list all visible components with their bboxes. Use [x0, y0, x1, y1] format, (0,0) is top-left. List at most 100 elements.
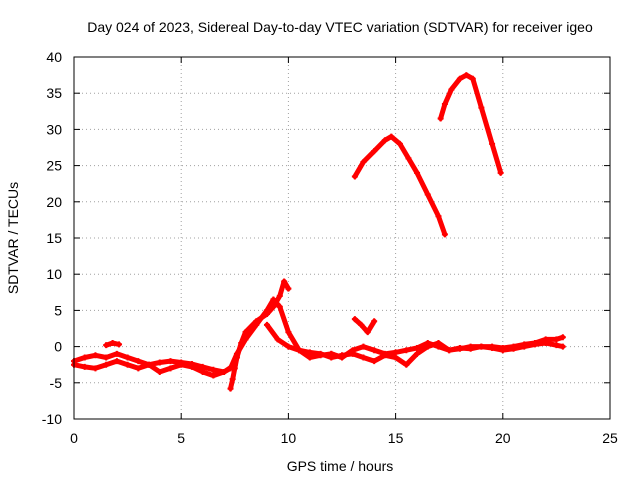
data-point — [553, 342, 560, 349]
x-tick-label: 0 — [70, 430, 78, 446]
data-point — [281, 278, 288, 285]
data-point — [339, 354, 345, 361]
y-tick-label: -5 — [50, 375, 63, 391]
series-layer — [71, 72, 566, 392]
data-point — [403, 347, 410, 354]
data-point — [317, 350, 324, 357]
data-point — [135, 365, 142, 372]
data-point — [360, 158, 367, 165]
data-point — [414, 169, 421, 176]
data-point — [124, 354, 131, 361]
data-point — [227, 385, 234, 392]
data-point — [424, 339, 431, 346]
data-point — [92, 352, 99, 359]
series-sat-f — [328, 339, 566, 361]
data-point — [270, 303, 277, 310]
data-point — [221, 368, 228, 375]
x-axis-title: GPS time / hours — [287, 458, 394, 474]
data-point — [146, 361, 153, 368]
data-point — [113, 350, 120, 357]
series-line — [71, 297, 345, 375]
data-point — [371, 148, 378, 155]
data-point — [351, 316, 358, 323]
data-point — [489, 345, 496, 352]
data-point — [463, 72, 470, 79]
data-point — [542, 339, 549, 346]
x-tick-label: 25 — [602, 430, 618, 446]
data-point — [296, 347, 303, 354]
data-point — [478, 104, 485, 111]
data-point — [231, 365, 238, 372]
data-point — [103, 361, 110, 368]
data-point — [285, 285, 292, 292]
data-point — [229, 376, 236, 383]
data-point — [156, 359, 163, 366]
data-point — [135, 358, 142, 365]
data-point — [263, 321, 270, 328]
data-point — [371, 347, 378, 354]
data-point — [392, 354, 399, 361]
data-point — [553, 336, 560, 343]
data-point — [448, 86, 455, 93]
data-point — [349, 347, 356, 354]
data-point — [521, 343, 528, 350]
y-tick-label: 20 — [46, 194, 62, 210]
data-point — [81, 354, 88, 361]
data-point — [167, 365, 174, 372]
y-tick-label: 30 — [46, 121, 62, 137]
data-point — [199, 368, 206, 375]
x-tick-label: 10 — [281, 430, 297, 446]
data-point — [371, 358, 378, 365]
data-point — [499, 347, 506, 354]
data-point — [274, 336, 281, 343]
data-point — [358, 321, 365, 328]
y-tick-label: 5 — [54, 302, 62, 318]
data-point — [396, 140, 403, 147]
grid — [74, 57, 610, 419]
data-point — [328, 350, 335, 357]
data-point — [467, 343, 474, 350]
data-point — [238, 339, 245, 346]
series-sat-d — [227, 278, 292, 392]
data-point — [253, 318, 260, 325]
data-point — [233, 354, 240, 361]
data-point — [360, 354, 367, 361]
x-tick-label: 15 — [388, 430, 404, 446]
data-point — [456, 75, 463, 82]
series-sat-c — [103, 339, 123, 349]
chart-title: Day 024 of 2023, Sidereal Day-to-day VTE… — [87, 19, 593, 35]
data-point — [124, 361, 131, 368]
tick-marks — [73, 56, 611, 420]
data-point — [414, 345, 421, 352]
data-point — [456, 345, 463, 352]
y-axis-title: SDTVAR / TECUs — [5, 182, 21, 294]
data-point — [559, 343, 566, 350]
x-tick-label: 5 — [177, 430, 185, 446]
data-point — [424, 191, 431, 198]
data-point — [276, 303, 283, 310]
y-tick-label: 0 — [54, 339, 62, 355]
data-point — [364, 329, 371, 336]
data-point — [371, 318, 378, 325]
data-point — [285, 329, 292, 336]
data-point — [489, 140, 496, 147]
data-point — [360, 343, 367, 350]
data-point — [414, 350, 421, 357]
data-point — [531, 341, 538, 348]
data-point — [497, 169, 504, 176]
data-point — [306, 354, 313, 361]
data-point — [188, 363, 195, 370]
x-tick-labels: 0 5 10 15 20 25 — [70, 430, 618, 446]
data-point — [263, 311, 270, 318]
series-sat-i — [437, 72, 504, 176]
y-tick-label: 35 — [46, 85, 62, 101]
data-point — [478, 343, 485, 350]
data-point — [441, 101, 448, 108]
data-point — [392, 349, 399, 356]
data-point — [306, 349, 313, 356]
y-tick-label: 25 — [46, 158, 62, 174]
data-point — [156, 368, 163, 375]
data-point — [81, 363, 88, 370]
y-tick-labels: -10 -5 0 5 10 15 20 25 30 35 40 — [42, 49, 62, 427]
